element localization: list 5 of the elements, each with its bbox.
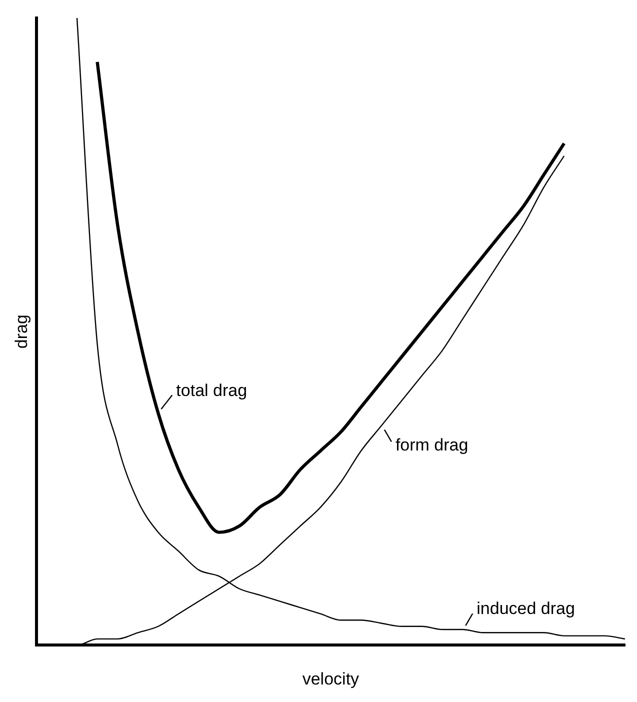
legend-label: form drag bbox=[395, 435, 468, 454]
legend-label: induced drag bbox=[476, 599, 575, 618]
y-axis-title: drag bbox=[12, 314, 31, 349]
legend-label: total drag bbox=[176, 380, 248, 400]
x-axis-title: velocity bbox=[302, 669, 360, 688]
